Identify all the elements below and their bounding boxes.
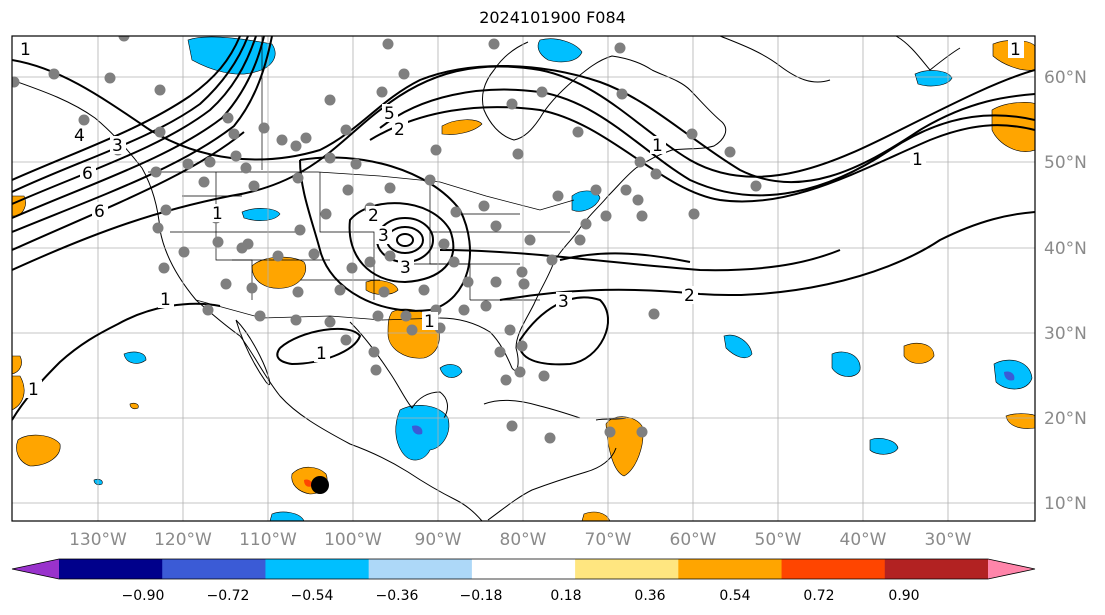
map-background [12,36,1035,521]
contour-label: 1 [652,136,663,156]
lat-label: 30°N [1044,324,1087,344]
contour-label: 6 [82,164,93,184]
lat-label: 40°N [1044,239,1087,259]
contour-label: 1 [28,380,39,400]
colorbar-tick-label: 0.90 [888,588,919,604]
colorbar-segment [575,559,679,579]
contour-label: 2 [394,120,405,140]
contour-label: 1 [212,204,223,224]
lon-label: 130°W [69,530,127,550]
colorbar-segment [368,559,473,579]
lon-label: 50°W [755,530,802,550]
contour-label: 3 [558,292,569,312]
lon-label: 110°W [239,530,297,550]
colorbar-segment [265,559,370,579]
contour-label: 2 [684,286,695,306]
colorbar-segment [59,559,163,579]
contour-lines [12,36,1035,421]
longitude-labels: 130°W 120°W 110°W 100°W 90°W 80°W 70°W 6… [69,530,972,550]
colorbar-tick-label: −0.54 [291,588,334,604]
colorbar-tick-label: −0.18 [460,588,503,604]
colorbar-segment [162,559,266,579]
contour-label: 1 [160,290,171,310]
colorbar-tick-label: 0.18 [550,588,581,604]
colorbar-ticks: −0.90 −0.72 −0.54 −0.36 −0.18 0.18 0.36 … [122,588,920,604]
lon-label: 30°W [925,530,972,550]
colorbar-outline [11,558,1036,580]
contour-label: 1 [424,312,435,332]
political-borders [148,36,575,321]
contour-label: 1 [912,150,923,170]
contour-label: 6 [94,202,105,222]
lon-label: 120°W [154,530,212,550]
colorbar-segment [781,559,886,579]
colorbar-segment [471,559,576,579]
colorbar-tick-label: −0.36 [376,588,419,604]
colorbar-segment [678,559,783,579]
lat-label: 10°N [1044,494,1087,514]
lon-label: 70°W [585,530,632,550]
contour-label: 4 [74,126,85,146]
storm-center-marker [311,476,329,494]
contour-label: 1 [316,344,327,364]
colorbar-segment [884,559,989,579]
colorbar-tick-label: 0.54 [719,588,750,604]
contour-labels: 1 1 4 6 6 5 2 1 2 3 3 1 1 1 2 3 1 1 3 1 [18,40,1024,400]
lon-label: 80°W [500,530,547,550]
colorbar-tick-label: 0.72 [803,588,834,604]
colorbar-tick-label: −0.90 [122,588,165,604]
contour-label: 5 [384,104,395,124]
plot-title: 2024101900 F084 [479,8,626,27]
contour-label: 3 [400,258,411,278]
colorbar-extension-low [12,559,59,579]
lon-label: 60°W [670,530,717,550]
colorbar [11,558,1036,580]
colorbar-tick-label: −0.72 [207,588,250,604]
contour-label: 2 [368,206,379,226]
colorbar-extension-high [988,559,1035,579]
contour-label: 1 [1010,40,1021,60]
lat-label: 20°N [1044,409,1087,429]
colorbar-tick-label: 0.36 [634,588,665,604]
lon-label: 40°W [840,530,887,550]
contour-label: 3 [378,226,389,246]
contour-label: 3 [112,136,123,156]
lat-label: 60°N [1044,68,1087,88]
lon-label: 100°W [324,530,382,550]
lon-label: 90°W [415,530,462,550]
contour-label: 1 [20,40,31,60]
map-frame [11,35,1036,522]
latitude-labels: 60°N 50°N 40°N 30°N 20°N 10°N [1044,68,1087,514]
lat-label: 50°N [1044,153,1087,173]
